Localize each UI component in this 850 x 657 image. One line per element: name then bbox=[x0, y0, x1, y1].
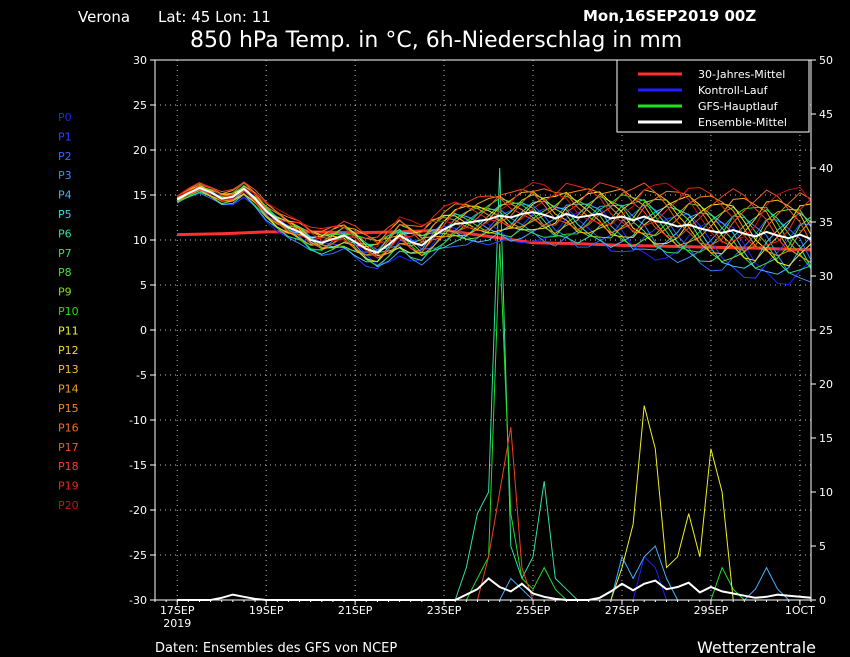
legend-label: 30-Jahres-Mittel bbox=[698, 68, 785, 81]
member-label-p10: P10 bbox=[58, 305, 79, 318]
legend-label: Ensemble-Mittel bbox=[698, 116, 787, 129]
right-tick-label: 0 bbox=[819, 594, 826, 607]
brand-label: Wetterzentrale bbox=[697, 638, 816, 657]
legend-label: GFS-Hauptlauf bbox=[698, 100, 779, 113]
member-label-p2: P2 bbox=[58, 150, 72, 163]
right-tick-label: 15 bbox=[819, 432, 833, 445]
left-tick-label: 30 bbox=[133, 54, 147, 67]
temp-series-p2 bbox=[177, 188, 812, 272]
right-tick-label: 20 bbox=[819, 378, 833, 391]
legend: 30-Jahres-Mittel Kontroll-Lauf GFS-Hauptla… bbox=[616, 59, 810, 133]
x-tick-label: 23SEP bbox=[427, 604, 462, 617]
member-label-p12: P12 bbox=[58, 344, 79, 357]
left-tick-label: 20 bbox=[133, 144, 147, 157]
x-tick-label: 21SEP bbox=[338, 604, 373, 617]
member-label-p18: P18 bbox=[58, 460, 79, 473]
x-tick-label: 27SEP bbox=[605, 604, 640, 617]
member-label-p14: P14 bbox=[58, 383, 79, 396]
left-tick-label: -30 bbox=[129, 594, 147, 607]
location-label: Verona bbox=[78, 8, 130, 26]
member-label-p16: P16 bbox=[58, 421, 79, 434]
right-tick-label: 30 bbox=[819, 270, 833, 283]
legend-label: Kontroll-Lauf bbox=[698, 84, 769, 97]
x-tick-label: 29SEP bbox=[694, 604, 729, 617]
left-tick-label: -10 bbox=[129, 414, 147, 427]
temp-mean-series bbox=[176, 186, 812, 254]
x-tick-sublabel: 2019 bbox=[163, 617, 191, 630]
member-label-p8: P8 bbox=[58, 266, 72, 279]
temp-series-p19 bbox=[176, 181, 812, 259]
climate-mean-series bbox=[177, 228, 812, 252]
member-label-p19: P19 bbox=[58, 480, 79, 493]
temp-series-p10 bbox=[176, 182, 812, 270]
right-tick-label: 10 bbox=[819, 486, 833, 499]
member-label-p20: P20 bbox=[58, 499, 79, 512]
temp-series-p17 bbox=[176, 181, 812, 249]
x-tick-label: 1OCT bbox=[785, 604, 815, 617]
left-tick-label: -25 bbox=[129, 549, 147, 562]
grid bbox=[155, 60, 811, 600]
precip-series-p10 bbox=[177, 243, 811, 601]
member-label-p0: P0 bbox=[58, 111, 72, 124]
precip-mean-series bbox=[177, 577, 812, 601]
x-tick-label: 19SEP bbox=[249, 604, 284, 617]
right-tick-label: 50 bbox=[819, 54, 833, 67]
left-tick-label: -5 bbox=[136, 369, 147, 382]
coords-label: Lat: 45 Lon: 11 bbox=[158, 8, 271, 26]
member-label-p4: P4 bbox=[58, 189, 72, 202]
right-tick-label: 25 bbox=[819, 324, 833, 337]
left-tick-label: 10 bbox=[133, 234, 147, 247]
left-tick-label: -20 bbox=[129, 504, 147, 517]
member-label-p6: P6 bbox=[58, 227, 72, 240]
right-tick-label: 40 bbox=[819, 162, 833, 175]
member-label-p5: P5 bbox=[58, 208, 72, 221]
right-tick-label: 5 bbox=[819, 540, 826, 553]
member-label-p11: P11 bbox=[58, 324, 79, 337]
temp-series-p16 bbox=[176, 186, 812, 256]
member-label-p13: P13 bbox=[58, 363, 79, 376]
chart-title: 850 hPa Temp. in °C, 6h-Niederschlag in … bbox=[190, 28, 682, 53]
left-tick-label: 0 bbox=[140, 324, 147, 337]
member-label-p3: P3 bbox=[58, 169, 72, 182]
precip-series-p0 bbox=[177, 555, 811, 601]
legend-box bbox=[616, 59, 810, 133]
left-tick-label: 15 bbox=[133, 189, 147, 202]
right-tick-label: 45 bbox=[819, 108, 833, 121]
member-label-p17: P17 bbox=[58, 441, 79, 454]
left-tick-label: -15 bbox=[129, 459, 147, 472]
x-tick-label: 17SEP bbox=[160, 604, 195, 617]
right-tick-label: 35 bbox=[819, 216, 833, 229]
member-list: P0 P1 P2 P3 P4 P5 P6 P7 P8 P9 P10 P11 P12 P13 P14 P15 P1… bbox=[58, 111, 79, 512]
data-source-label: Daten: Ensembles des GFS von NCEP bbox=[155, 641, 397, 656]
member-label-p15: P15 bbox=[58, 402, 79, 415]
left-tick-label: 25 bbox=[133, 99, 147, 112]
precip-series-p11 bbox=[177, 405, 811, 601]
temperature-lines bbox=[176, 181, 812, 286]
temp-series-p18 bbox=[176, 181, 812, 253]
plot-frame bbox=[154, 59, 812, 601]
left-tick-label: 5 bbox=[140, 279, 147, 292]
member-label-p9: P9 bbox=[58, 286, 72, 299]
climate-mean-line bbox=[177, 228, 812, 252]
left-axis-ticks: 30 25 20 15 10 5 0 -5 -10 -15 -20 -25 -30 bbox=[129, 54, 155, 607]
temp-series-p13 bbox=[177, 185, 812, 255]
precip-series-p4 bbox=[177, 545, 811, 601]
x-tick-label: 25SEP bbox=[516, 604, 551, 617]
precip-series-p18 bbox=[177, 427, 811, 601]
temp-series-p7 bbox=[176, 186, 812, 274]
temp-series-p20 bbox=[176, 181, 812, 250]
run-date-label: Mon,16SEP2019 00Z bbox=[583, 7, 756, 25]
member-label-p1: P1 bbox=[58, 130, 72, 143]
member-label-p7: P7 bbox=[58, 247, 72, 260]
